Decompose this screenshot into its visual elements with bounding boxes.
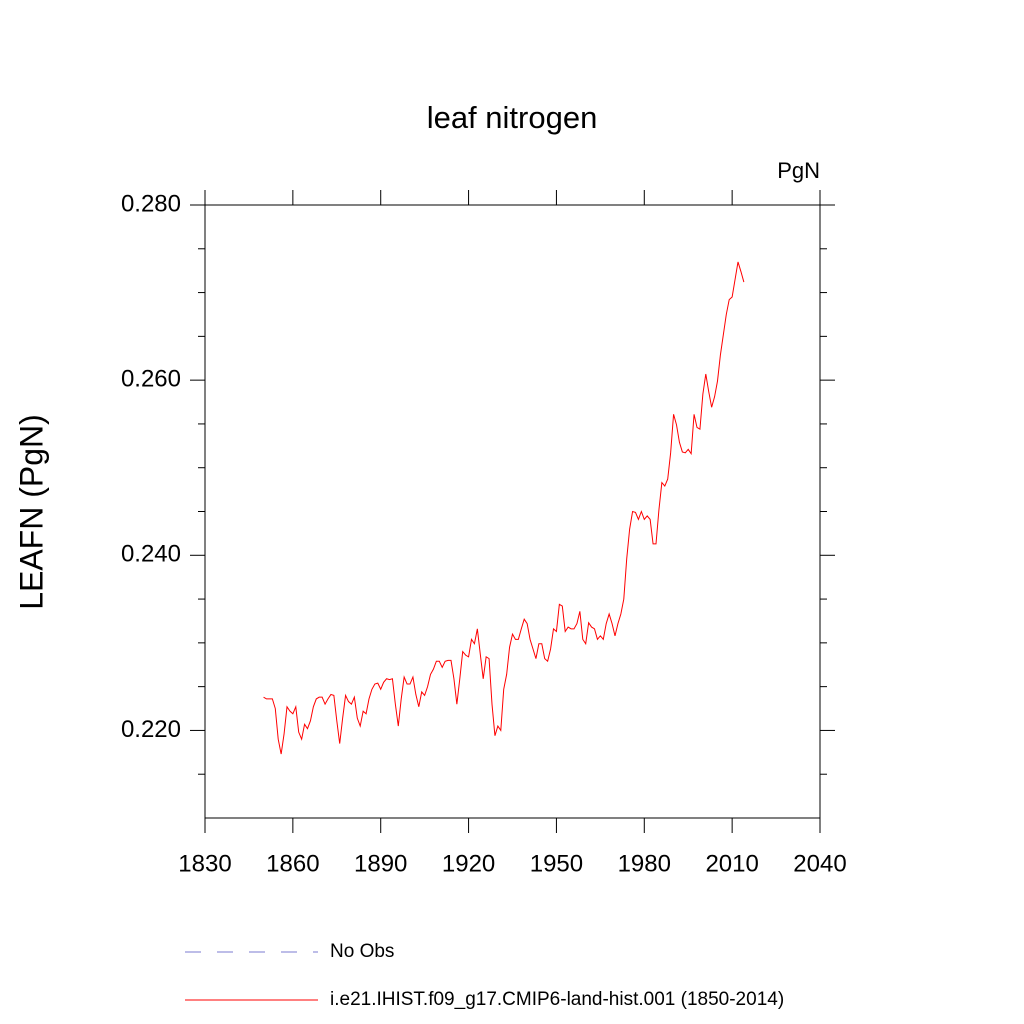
- data-line: [263, 261, 745, 755]
- x-tick-label: 2040: [793, 850, 846, 877]
- y-tick-label: 0.240: [121, 541, 181, 568]
- plot-frame: [204, 204, 821, 819]
- x-tick-label: 1920: [442, 850, 495, 877]
- x-tick-label: 1830: [178, 850, 231, 877]
- y-tick-label: 0.280: [121, 190, 181, 217]
- x-tick-label: 1890: [354, 850, 407, 877]
- y-axis-label: LEAFN (PgN): [13, 414, 49, 610]
- legend-label: i.e21.IHIST.f09_g17.CMIP6-land-hist.001 …: [330, 989, 784, 1010]
- x-tick-label: 2010: [705, 850, 758, 877]
- legend-label: No Obs: [330, 941, 394, 962]
- x-tick-label: 1950: [530, 850, 583, 877]
- y-tick-label: 0.220: [121, 716, 181, 743]
- chart-title: leaf nitrogen: [427, 100, 598, 135]
- y-tick-label: 0.260: [121, 365, 181, 392]
- units-label: PgN: [777, 158, 820, 183]
- x-tick-label: 1980: [618, 850, 671, 877]
- x-tick-label: 1860: [266, 850, 319, 877]
